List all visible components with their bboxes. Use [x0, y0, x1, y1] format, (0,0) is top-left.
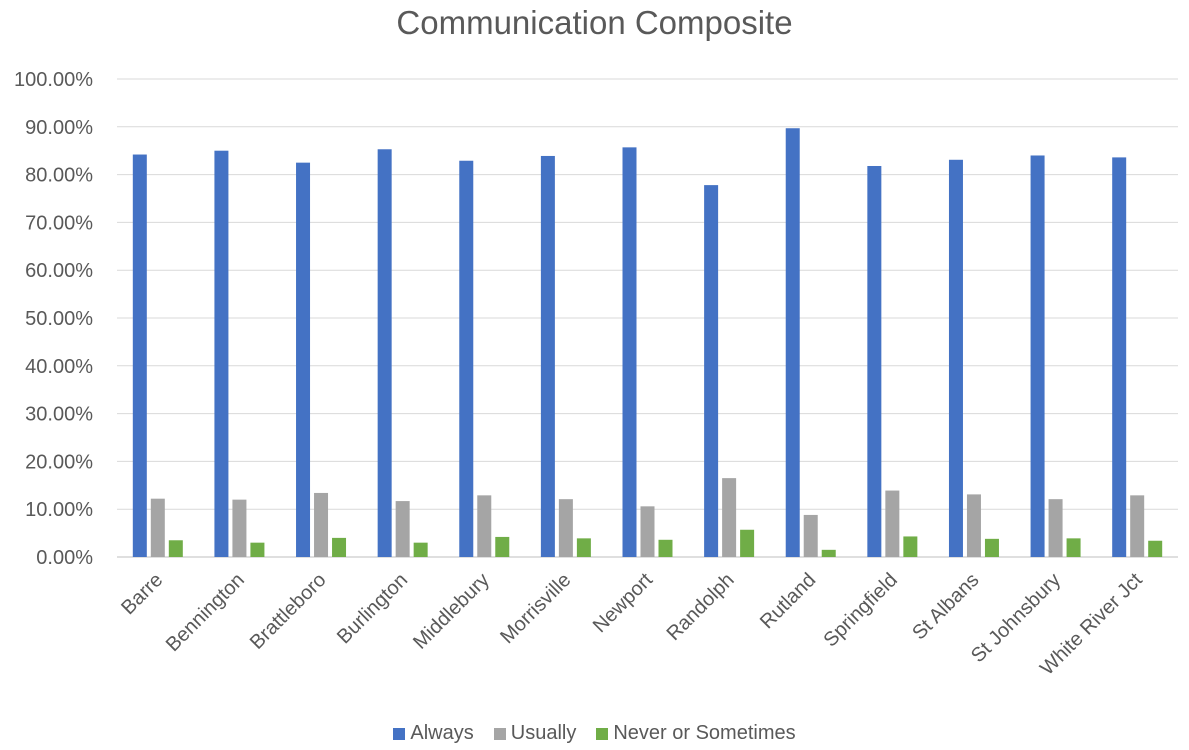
- legend-swatch: [493, 727, 506, 740]
- bar-always: [948, 159, 963, 558]
- x-tick-label: St Albans: [908, 569, 983, 644]
- bar-never-or-sometimes: [495, 536, 510, 557]
- x-tick-label: Rutland: [756, 569, 820, 633]
- bar-never-or-sometimes: [576, 538, 591, 557]
- y-tick-label: 70.00%: [25, 212, 93, 234]
- bar-usually: [314, 492, 329, 557]
- x-tick-label: Morrisville: [496, 569, 575, 648]
- bar-never-or-sometimes: [740, 529, 755, 557]
- legend: Always Usually Never or Sometimes: [0, 722, 1189, 745]
- bars: [132, 128, 1163, 558]
- bar-usually: [1130, 495, 1145, 557]
- bar-never-or-sometimes: [250, 542, 265, 557]
- bar-usually: [232, 499, 247, 557]
- bar-usually: [558, 499, 573, 557]
- bar-always: [1030, 155, 1045, 558]
- bar-always: [296, 162, 311, 557]
- bar-always: [1112, 157, 1127, 557]
- bar-always: [622, 147, 637, 557]
- bar-always: [867, 165, 882, 557]
- bar-never-or-sometimes: [1066, 538, 1081, 557]
- bar-usually: [640, 506, 655, 557]
- y-tick-label: 10.00%: [25, 499, 93, 521]
- legend-swatch: [393, 727, 406, 740]
- y-axis-ticks: 0.00% 10.00% 20.00% 30.00% 40.00% 50.00% 60.00…: [14, 69, 93, 569]
- bar-usually: [477, 495, 492, 557]
- bar-usually: [1048, 499, 1063, 557]
- bar-never-or-sometimes: [168, 540, 183, 557]
- x-tick-label: Barre: [117, 569, 167, 619]
- y-tick-label: 20.00%: [25, 451, 93, 473]
- bar-always: [459, 160, 474, 557]
- x-tick-label: Brattleboro: [246, 569, 331, 654]
- y-tick-label: 90.00%: [25, 117, 93, 139]
- bar-usually: [966, 494, 981, 557]
- y-tick-label: 40.00%: [25, 356, 93, 378]
- x-tick-label: Burlington: [333, 569, 412, 648]
- legend-item: Never or Sometimes: [596, 722, 796, 745]
- chart-title: Communication Composite: [396, 4, 793, 41]
- bar-always: [214, 150, 229, 557]
- y-tick-label: 30.00%: [25, 404, 93, 426]
- bar-usually: [722, 478, 737, 557]
- bar-usually: [395, 501, 410, 557]
- legend-label: Always: [410, 722, 474, 744]
- legend-label: Usually: [510, 722, 577, 744]
- bar-usually: [885, 490, 900, 557]
- bar-never-or-sometimes: [658, 539, 673, 557]
- bar-never-or-sometimes: [1148, 540, 1163, 557]
- bar-never-or-sometimes: [984, 538, 999, 557]
- legend-swatch: [596, 727, 609, 740]
- y-tick-label: 100.00%: [14, 69, 93, 91]
- legend-label: Never or Sometimes: [613, 722, 796, 744]
- bar-usually: [150, 498, 165, 557]
- bar-never-or-sometimes: [332, 537, 347, 557]
- bar-never-or-sometimes: [413, 542, 428, 557]
- x-tick-label: Springfield: [819, 569, 901, 651]
- x-tick-label: Middlebury: [409, 569, 494, 654]
- bar-usually: [803, 514, 818, 557]
- gridlines: [117, 78, 1178, 558]
- x-tick-label: Newport: [589, 569, 658, 638]
- bar-never-or-sometimes: [821, 549, 836, 557]
- bar-always: [785, 128, 800, 557]
- legend-item: Usually: [493, 722, 577, 745]
- bar-never-or-sometimes: [903, 536, 918, 557]
- y-tick-label: 80.00%: [25, 165, 93, 187]
- y-tick-label: 50.00%: [25, 308, 93, 330]
- y-tick-label: 60.00%: [25, 260, 93, 282]
- bar-always: [377, 149, 392, 558]
- x-tick-label: Randolph: [663, 569, 739, 645]
- x-tick-label: Bennington: [162, 569, 249, 656]
- y-tick-label: 0.00%: [36, 547, 93, 569]
- bar-always: [132, 154, 147, 558]
- bar-always: [540, 155, 555, 557]
- legend-item: Always: [393, 722, 474, 745]
- bar-always: [704, 185, 719, 557]
